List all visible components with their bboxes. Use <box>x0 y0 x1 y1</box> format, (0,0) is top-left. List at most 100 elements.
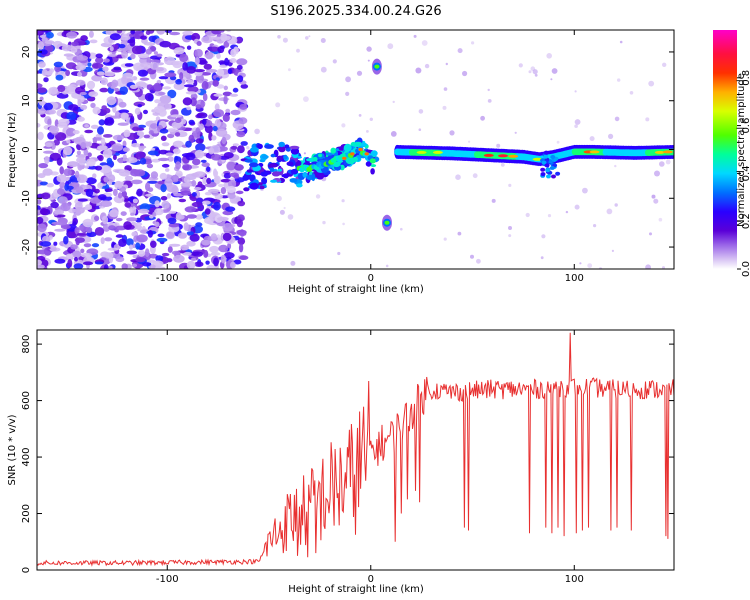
heat-rising-blob <box>370 168 375 175</box>
heat-noise-blob <box>195 104 202 110</box>
heat-noise-blob <box>199 72 212 76</box>
colorbar-label: Normalized spectral amplitude <box>736 73 747 227</box>
heat-noise-blob <box>223 85 228 91</box>
heat-noise-blob <box>221 136 227 145</box>
heat-rising-blob <box>267 164 277 168</box>
heat-noise-blob <box>76 174 88 183</box>
heat-faint-dot <box>445 62 448 66</box>
heat-noise-blob <box>44 142 53 148</box>
heat-noise-blob <box>209 245 220 253</box>
heat-noise-blob <box>223 172 231 179</box>
heat-noise-blob <box>150 123 159 129</box>
heat-noise-blob <box>93 188 100 194</box>
heat-faint-dot <box>540 256 544 260</box>
heat-noise-blob <box>84 124 89 128</box>
heat-noise-blob <box>239 255 249 260</box>
heat-noise-blob <box>135 151 146 160</box>
heat-noise-blob <box>201 239 211 246</box>
heat-noise-blob <box>53 61 64 68</box>
snr-ytick-label: 200 <box>21 504 32 523</box>
heat-faint-dot <box>546 53 552 59</box>
heat-rising-blob <box>270 179 278 183</box>
heat-noise-blob <box>135 225 143 230</box>
heat-noise-blob <box>216 68 225 77</box>
heat-noise-blob <box>206 264 217 269</box>
heat-noise-blob <box>172 140 184 148</box>
heat-noise-blob <box>206 177 212 184</box>
heat-faint-dot <box>457 231 462 236</box>
heat-noise-blob <box>104 188 113 192</box>
heat-noise-blob <box>140 157 147 165</box>
heat-noise-blob <box>147 230 153 238</box>
heat-flat-bump <box>543 154 549 159</box>
heat-noise-blob <box>201 162 210 168</box>
snr-panel: -100 0 100 0 200 400 600 800 Height of straight… <box>7 329 675 595</box>
heat-noise-blob <box>87 62 92 67</box>
heat-faint-dot <box>654 170 660 177</box>
heat-noise-blob <box>136 222 143 226</box>
heat-noise-blob <box>188 119 195 125</box>
heat-faint-dot <box>462 70 468 77</box>
heat-faint-dot <box>608 133 614 139</box>
heat-noise-blob <box>68 104 79 111</box>
heat-noise-blob <box>89 197 101 204</box>
heat-noise-blob <box>166 128 177 133</box>
heat-faint-dot <box>315 194 321 199</box>
heat-noise-blob <box>150 171 159 179</box>
heat-noise-blob <box>159 172 168 180</box>
heat-noise-blob <box>40 241 52 247</box>
heat-noise-blob <box>132 126 140 132</box>
heat-noise-blob <box>175 161 182 170</box>
heat-flat-peak <box>432 150 443 154</box>
heat-noise-blob <box>237 75 244 83</box>
heat-faint-dot <box>367 59 370 62</box>
heat-flat-peak <box>508 154 519 158</box>
heat-noise-blob <box>40 192 51 200</box>
heat-noise-blob <box>192 158 201 166</box>
heat-noise-blob <box>37 249 48 255</box>
heat-flat-peak <box>662 150 673 154</box>
heat-noise-blob <box>82 218 94 228</box>
heat-faint-dot <box>518 63 523 68</box>
heat-noise-blob <box>213 201 221 211</box>
heat-noise-blob <box>118 101 127 108</box>
heat-noise-blob <box>129 84 138 89</box>
heat-faint-dot <box>662 62 667 67</box>
heat-noise-blob <box>136 188 143 197</box>
heat-noise-blob <box>154 200 160 208</box>
heat-faint-dot <box>400 227 403 231</box>
heat-noise-blob <box>240 141 248 146</box>
heat-faint-dot <box>582 187 588 194</box>
heat-rising-blob <box>276 155 283 161</box>
heat-noise-blob <box>112 168 125 173</box>
heat-noise-blob <box>65 253 74 259</box>
heat-noise-blob <box>136 131 145 137</box>
heat-noise-blob <box>186 106 191 111</box>
heat-noise-blob <box>217 46 225 54</box>
heat-noise-blob <box>107 265 113 269</box>
heat-noise-blob <box>66 31 78 39</box>
heat-faint-dot <box>366 46 372 52</box>
heat-noise-blob <box>122 147 130 152</box>
snr-ytick-label: 400 <box>21 448 32 467</box>
heat-noise-blob <box>233 46 239 55</box>
heat-flat-bump <box>549 165 555 170</box>
heat-noise-blob <box>103 176 109 183</box>
heat-faint-dot <box>565 210 569 214</box>
heat-noise-blob <box>137 69 148 77</box>
heat-noise-blob <box>54 228 66 232</box>
heat-noise-blob <box>62 146 73 156</box>
heat-noise-blob <box>205 51 214 60</box>
heat-noise-blob <box>162 86 171 90</box>
colorbar-tick-label: 0.0 <box>741 261 750 277</box>
heat-noise-blob <box>122 154 127 162</box>
heat-noise-blob <box>111 143 123 152</box>
heat-noise-blob <box>210 252 221 256</box>
heat-faint-dot <box>443 87 448 91</box>
snr-xtick-label: 0 <box>368 574 374 585</box>
heat-noise-blob <box>60 224 71 230</box>
heat-noise-blob <box>216 84 225 89</box>
heat-noise-blob <box>222 222 234 232</box>
heat-faint-dot <box>275 102 281 108</box>
